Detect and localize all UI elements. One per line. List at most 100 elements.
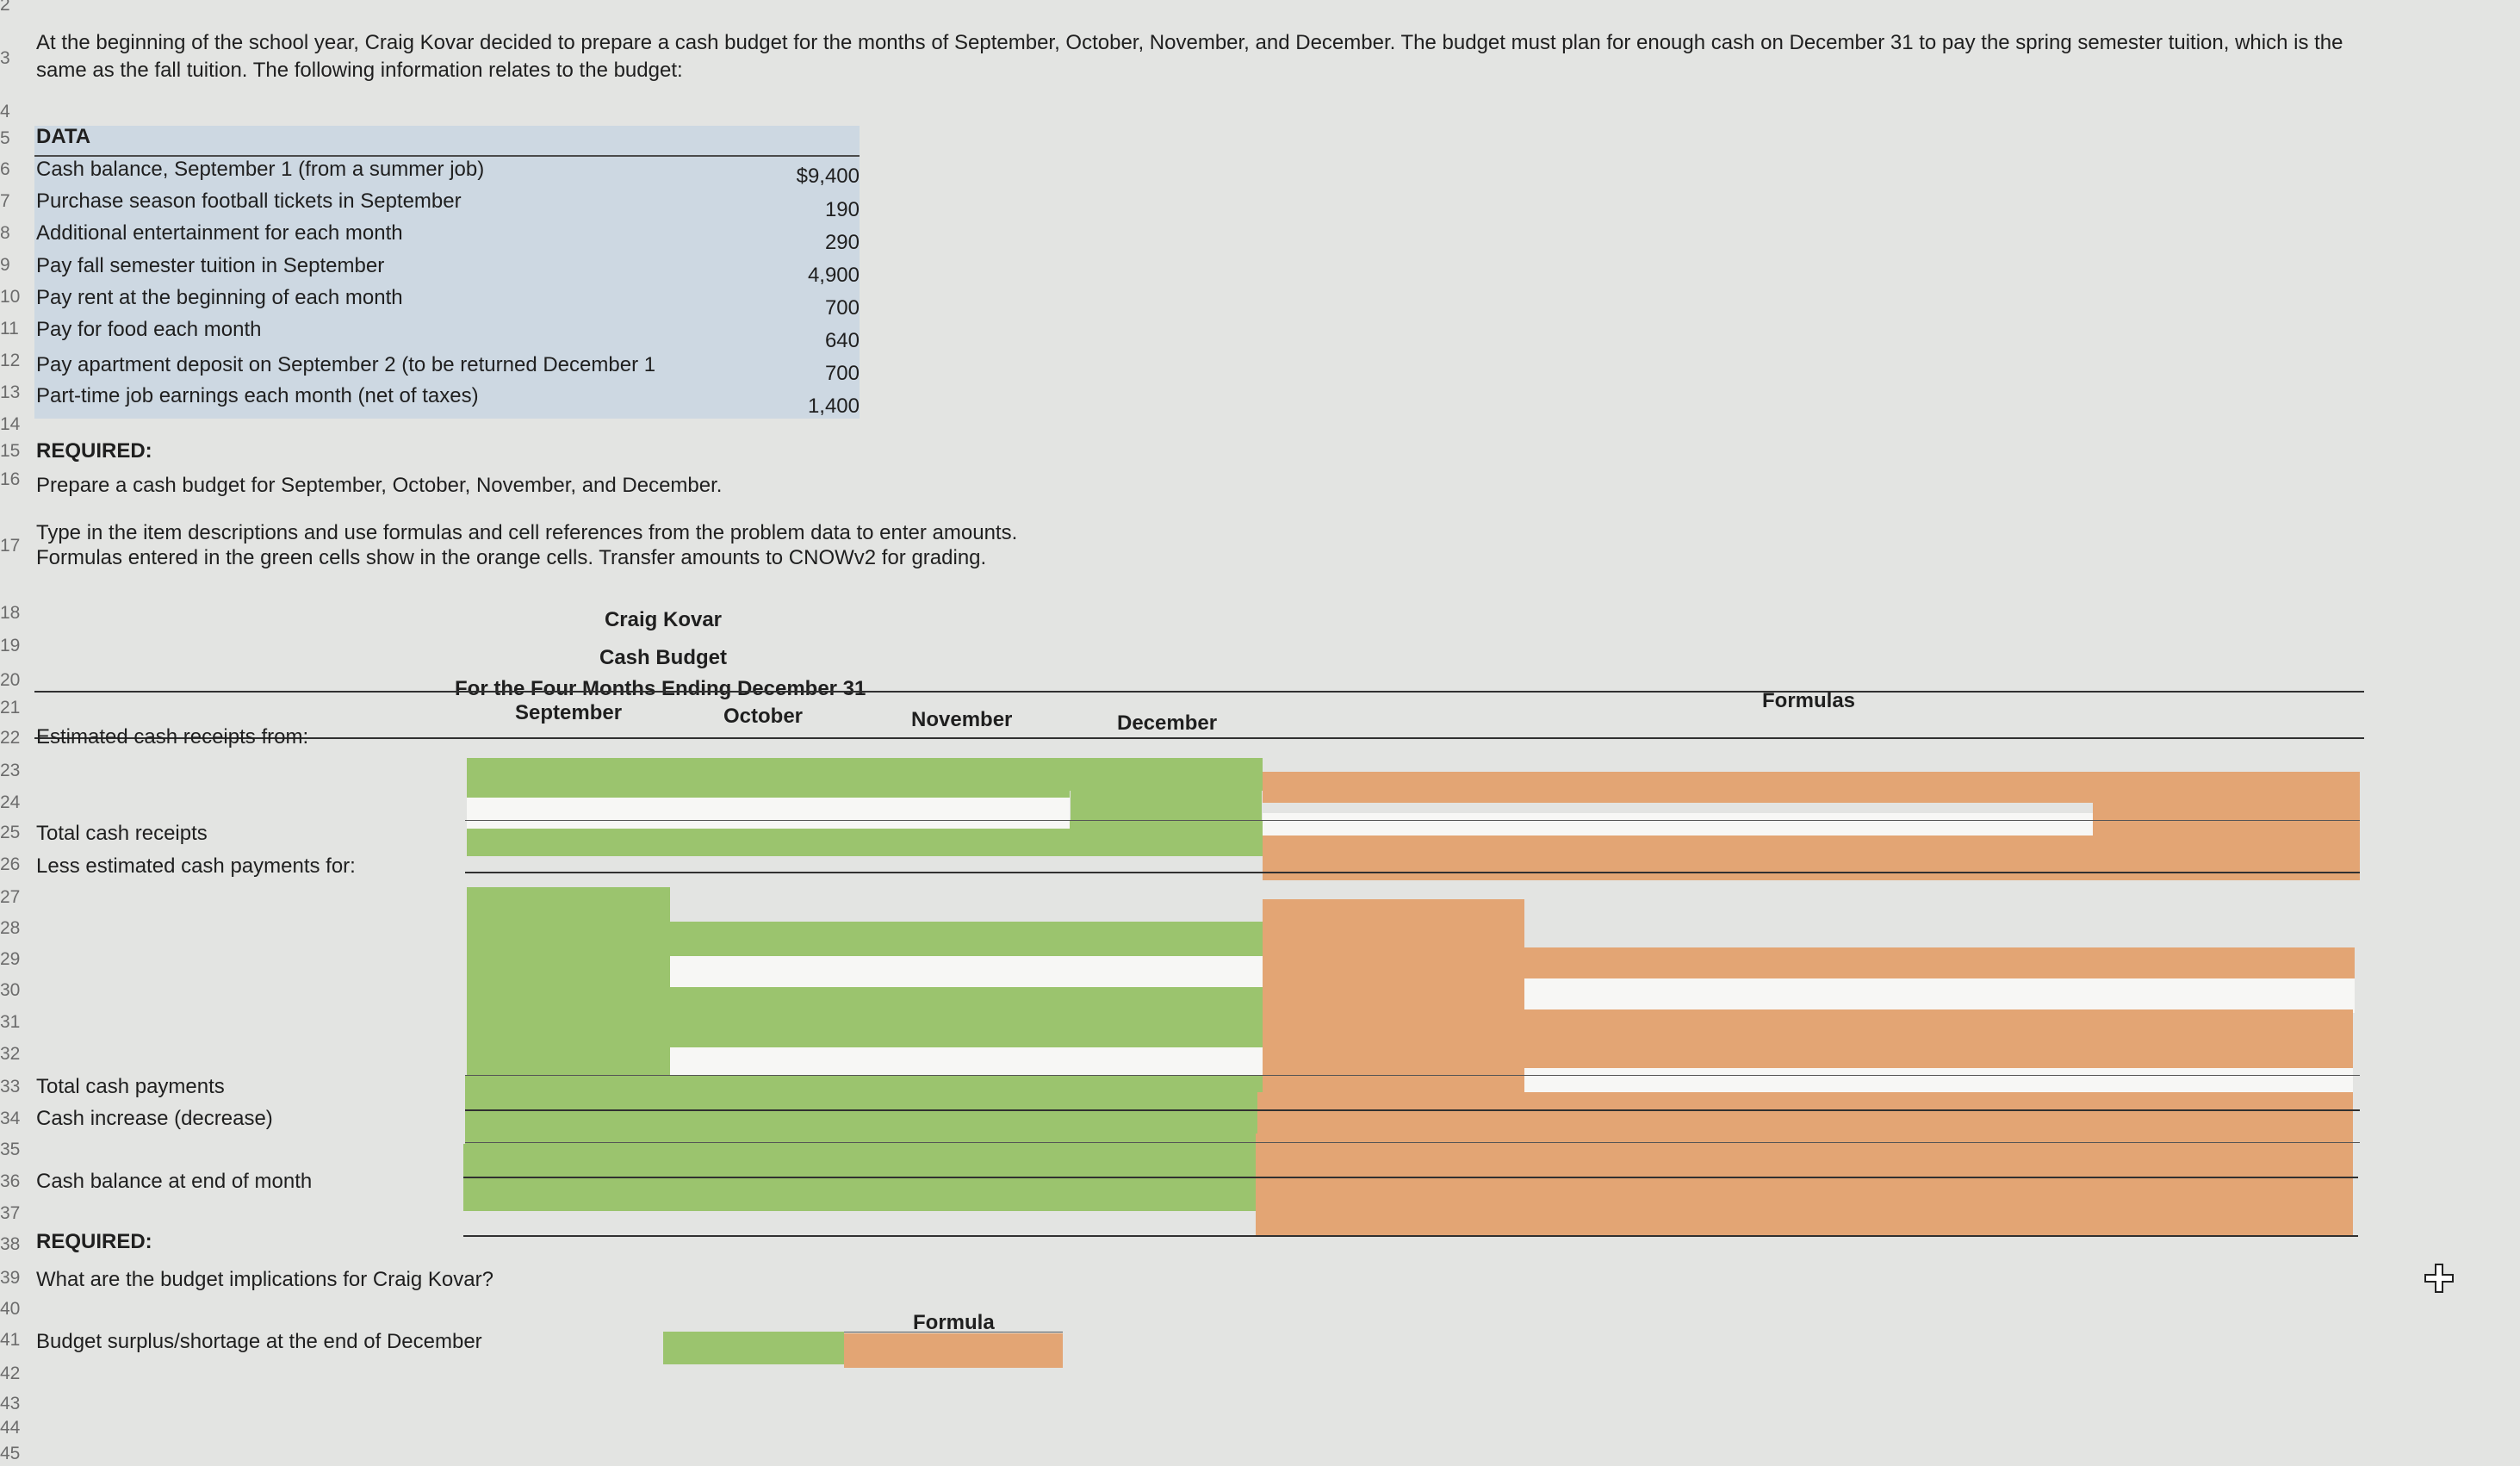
row-number[interactable]: 39 bbox=[0, 1268, 21, 1288]
row-number[interactable]: 29 bbox=[0, 949, 21, 969]
input-cell-receipt-row-2b[interactable] bbox=[1071, 791, 1262, 825]
budget-period[interactable]: For the Four Months Ending December 31 bbox=[455, 677, 866, 700]
row-number[interactable]: 31 bbox=[0, 1012, 21, 1032]
data-item-label[interactable]: Purchase season football tickets in Sept… bbox=[36, 189, 462, 213]
label-cash-end-balance[interactable]: Cash balance at end of month bbox=[36, 1170, 313, 1193]
data-item-label[interactable]: Part-time job earnings each month (net o… bbox=[36, 384, 479, 407]
row-number[interactable]: 3 bbox=[0, 48, 10, 68]
row-number[interactable]: 11 bbox=[0, 319, 19, 339]
data-heading[interactable]: DATA bbox=[36, 125, 91, 148]
month-header-september[interactable]: September bbox=[515, 701, 623, 724]
data-item-value[interactable]: $9,400 bbox=[796, 165, 860, 188]
row-number[interactable]: 4 bbox=[0, 102, 10, 121]
row-number[interactable]: 8 bbox=[0, 223, 10, 243]
row-number[interactable]: 32 bbox=[0, 1044, 21, 1064]
label-estimated-receipts[interactable]: Estimated cash receipts from: bbox=[36, 725, 309, 749]
row-number[interactable]: 17 bbox=[0, 536, 21, 556]
row-number[interactable]: 41 bbox=[0, 1330, 21, 1350]
row-number[interactable]: 19 bbox=[0, 636, 21, 655]
month-header-december[interactable]: December bbox=[1117, 711, 1218, 735]
input-cell-cash-increase[interactable] bbox=[465, 1109, 1263, 1144]
data-item-label[interactable]: Pay apartment deposit on September 2 (to… bbox=[36, 353, 656, 376]
row-number[interactable]: 22 bbox=[0, 728, 21, 748]
row-number[interactable]: 43 bbox=[0, 1394, 21, 1413]
required-heading-2[interactable]: REQUIRED: bbox=[36, 1230, 152, 1253]
input-cell-payment-row-1[interactable] bbox=[670, 922, 1263, 961]
input-cell-receipt-row-1[interactable] bbox=[467, 758, 1263, 791]
row-number[interactable]: 12 bbox=[0, 351, 21, 370]
instructions-line-1[interactable]: Type in the item descriptions and use fo… bbox=[36, 521, 1018, 544]
data-item-value[interactable]: 4,900 bbox=[807, 264, 860, 287]
month-header-october[interactable]: October bbox=[723, 705, 804, 728]
row-number[interactable]: 34 bbox=[0, 1109, 21, 1128]
data-item-value[interactable]: 700 bbox=[824, 362, 860, 385]
data-item-label[interactable]: Pay rent at the beginning of each month bbox=[36, 286, 403, 309]
formula-cell-total-receipts bbox=[1263, 835, 2360, 880]
label-estimated-payments[interactable]: Less estimated cash payments for: bbox=[36, 854, 356, 878]
row-number[interactable]: 44 bbox=[0, 1418, 21, 1438]
data-item-value[interactable]: 190 bbox=[824, 198, 860, 221]
row-number[interactable]: 14 bbox=[0, 414, 21, 434]
data-item-label[interactable]: Additional entertainment for each month bbox=[36, 221, 403, 245]
blank-cell-payment-row-4[interactable] bbox=[670, 1047, 1263, 1077]
input-cell-budget-surplus[interactable] bbox=[663, 1332, 844, 1364]
row-number[interactable]: 25 bbox=[0, 823, 21, 842]
row-number[interactable]: 21 bbox=[0, 698, 21, 717]
row-number[interactable]: 28 bbox=[0, 918, 21, 938]
header-top-rule bbox=[34, 691, 2364, 693]
row-number[interactable]: 40 bbox=[0, 1299, 21, 1319]
data-item-label[interactable]: Pay fall semester tuition in September bbox=[36, 254, 385, 277]
row-number[interactable]: 38 bbox=[0, 1234, 21, 1254]
formula-cell-payment-row-1 bbox=[1524, 947, 2355, 978]
row-number[interactable]: 10 bbox=[0, 287, 21, 307]
row-number[interactable]: 6 bbox=[0, 159, 10, 179]
row-number[interactable]: 26 bbox=[0, 854, 21, 874]
data-item-value[interactable]: 700 bbox=[824, 296, 860, 320]
formulas-header[interactable]: Formulas bbox=[1762, 689, 1856, 712]
required-text[interactable]: Prepare a cash budget for September, Oct… bbox=[36, 474, 723, 497]
intro-text[interactable]: At the beginning of the school year, Cra… bbox=[36, 31, 2343, 82]
input-cell-total-payments[interactable] bbox=[465, 1075, 1263, 1109]
crosshair-cursor-icon bbox=[2424, 1264, 2454, 1293]
row-number[interactable]: 35 bbox=[0, 1140, 21, 1159]
row-number[interactable]: 18 bbox=[0, 603, 21, 623]
row-number[interactable]: 45 bbox=[0, 1444, 21, 1463]
data-item-value[interactable]: 1,400 bbox=[807, 394, 860, 418]
label-cash-increase[interactable]: Cash increase (decrease) bbox=[36, 1107, 273, 1130]
row-number[interactable]: 23 bbox=[0, 761, 21, 780]
input-cell-payment-row-3[interactable] bbox=[670, 987, 1263, 1054]
row-number[interactable]: 15 bbox=[0, 441, 21, 461]
row-number[interactable]: 36 bbox=[0, 1171, 21, 1191]
row-number[interactable]: 2 bbox=[0, 0, 10, 15]
label-total-payments[interactable]: Total cash payments bbox=[36, 1075, 225, 1098]
row-number[interactable]: 30 bbox=[0, 980, 21, 1000]
data-item-label[interactable]: Cash balance, September 1 (from a summer… bbox=[36, 158, 485, 181]
budget-title[interactable]: Cash Budget bbox=[599, 646, 727, 669]
row-number[interactable]: 13 bbox=[0, 382, 21, 402]
row-number[interactable]: 24 bbox=[0, 792, 21, 812]
label-total-receipts[interactable]: Total cash receipts bbox=[36, 822, 208, 845]
rule bbox=[465, 1075, 2360, 1076]
label-budget-surplus[interactable]: Budget surplus/shortage at the end of De… bbox=[36, 1330, 482, 1353]
row-number[interactable]: 9 bbox=[0, 255, 10, 275]
required-text-2[interactable]: What are the budget implications for Cra… bbox=[36, 1268, 493, 1291]
data-item-value[interactable]: 290 bbox=[824, 231, 860, 254]
data-item-value[interactable]: 640 bbox=[824, 329, 860, 352]
instructions-line-2[interactable]: Formulas entered in the green cells show… bbox=[36, 546, 987, 569]
row-number[interactable]: 16 bbox=[0, 469, 21, 489]
row-number[interactable]: 7 bbox=[0, 191, 10, 211]
formula-header[interactable]: Formula bbox=[913, 1311, 995, 1334]
row-number[interactable]: 27 bbox=[0, 887, 21, 907]
rule-total-receipts bbox=[465, 872, 2360, 873]
row-number[interactable]: 37 bbox=[0, 1203, 21, 1223]
row-number[interactable]: 20 bbox=[0, 670, 21, 690]
required-heading[interactable]: REQUIRED: bbox=[36, 439, 152, 463]
row-number[interactable]: 42 bbox=[0, 1364, 21, 1383]
data-item-label[interactable]: Pay for food each month bbox=[36, 318, 262, 341]
budget-name[interactable]: Craig Kovar bbox=[604, 608, 723, 631]
month-header-november[interactable]: November bbox=[911, 708, 1013, 731]
blank-cell-receipt-row-2[interactable] bbox=[467, 798, 1070, 829]
row-number[interactable]: 33 bbox=[0, 1077, 21, 1096]
input-cell-payment-labels[interactable] bbox=[467, 887, 670, 1075]
row-number[interactable]: 5 bbox=[0, 128, 10, 148]
